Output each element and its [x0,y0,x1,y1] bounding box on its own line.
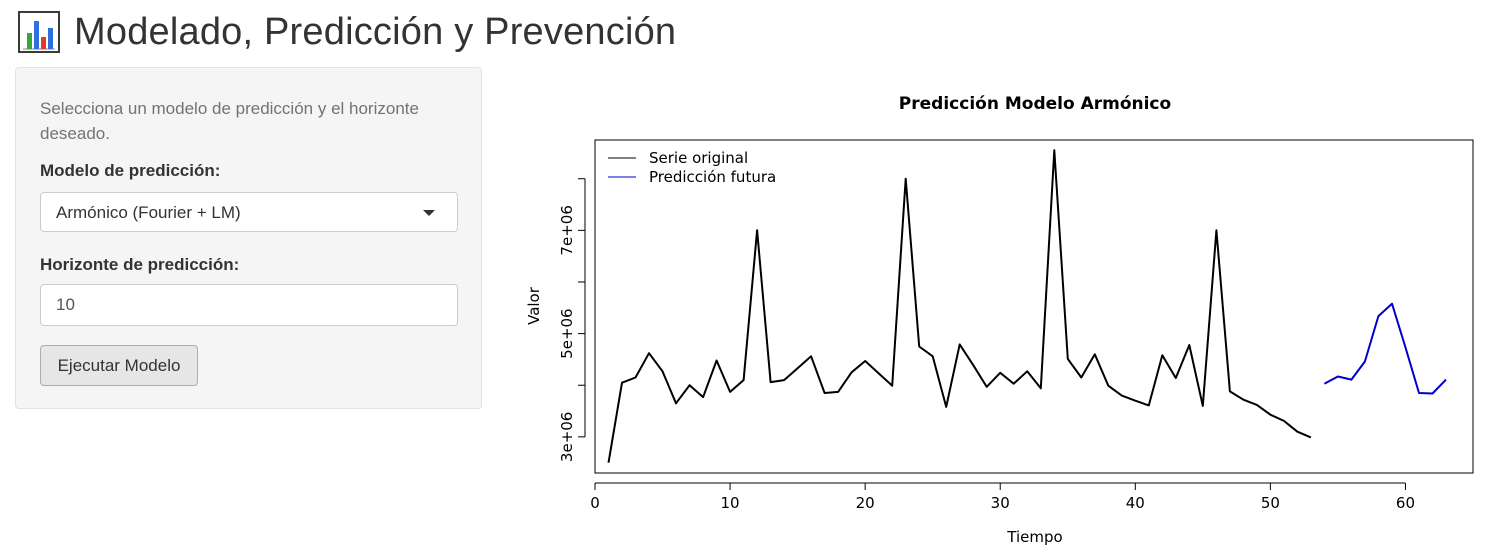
y-axis-label: Valor [525,286,543,325]
x-axis-label: Tiempo [1006,528,1062,546]
y-tick-label: 7e+06 [558,205,576,255]
x-tick-label: 40 [1126,494,1145,512]
bar-chart-icon [18,11,60,53]
forecast-chart: Predicción Modelo Armónico 3e+06 5e+06 7e+… [525,94,1474,546]
x-tick-label: 30 [991,494,1010,512]
page-title: Modelado, Predicción y Prevención [74,10,677,53]
x-tick-label: 50 [1261,494,1280,512]
horizon-input-label: Horizonte de predicción: [40,255,240,274]
x-tick-label: 60 [1396,494,1415,512]
series-layer [607,149,1447,463]
sidebar-help-text: Selecciona un modelo de predicción y el … [40,99,419,143]
x-tick-label: 0 [590,494,600,512]
original-series-line [607,149,1312,463]
run-model-button[interactable]: Ejecutar Modelo [40,345,198,386]
model-select-value: Armónico (Fourier + LM) [56,203,241,222]
y-tick-label: 3e+06 [558,412,576,462]
model-select-label: Modelo de predicción: [40,161,221,180]
x-tick-label: 10 [721,494,740,512]
model-select[interactable]: Armónico (Fourier + LM) [40,192,458,232]
chart-title: Predicción Modelo Armónico [899,94,1171,114]
legend-label-forecast: Predicción futura [649,168,776,186]
horizon-input[interactable] [40,284,458,326]
app-header: Modelado, Predicción y Prevención [18,8,676,56]
legend-label-original: Serie original [649,149,748,167]
y-axis: 3e+06 5e+06 7e+06 [558,178,586,462]
forecast-series-line [1323,302,1447,395]
caret-down-icon [423,210,435,216]
sidebar-panel: Selecciona un modelo de predicción y el … [15,67,482,409]
x-tick-label: 20 [856,494,875,512]
chart-legend: Serie original Predicción futura [608,149,776,186]
plot-frame [594,139,1474,474]
y-tick-label: 5e+06 [558,308,576,358]
x-axis: 0 10 20 30 40 50 60 [590,482,1415,512]
